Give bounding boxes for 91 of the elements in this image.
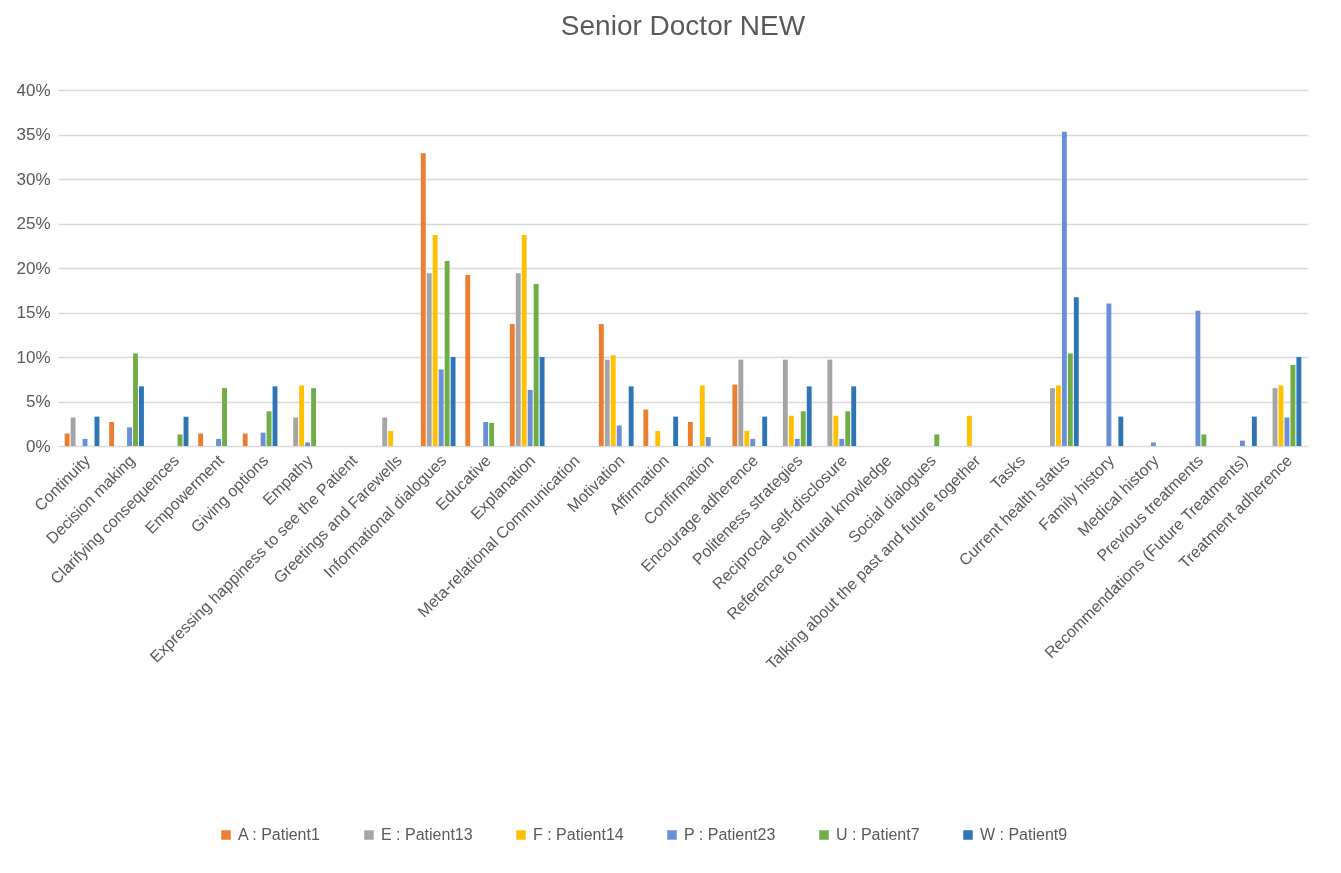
y-tick-label: 0% — [25, 436, 51, 456]
bar — [521, 235, 527, 446]
y-tick-label: 25% — [16, 214, 51, 233]
bar — [1195, 310, 1201, 446]
bar — [687, 421, 693, 446]
bar — [533, 284, 539, 446]
bar — [299, 385, 305, 446]
bar — [527, 389, 533, 446]
bar — [782, 359, 788, 446]
bar — [616, 425, 622, 446]
bar — [539, 357, 545, 446]
legend-label: A : Patient1 — [238, 826, 320, 843]
bar — [800, 411, 806, 446]
y-tick-label: 5% — [25, 392, 51, 411]
bar — [839, 438, 845, 446]
bar — [643, 409, 649, 446]
bar — [934, 434, 940, 446]
bar — [1073, 297, 1079, 446]
bar — [127, 427, 132, 446]
bar — [216, 438, 222, 446]
bar — [70, 417, 76, 446]
bar — [794, 438, 800, 446]
bar — [673, 416, 679, 446]
bar — [305, 442, 311, 446]
y-tick-label: 10% — [16, 347, 51, 367]
bar — [610, 355, 616, 446]
bar — [420, 153, 426, 446]
bar — [382, 417, 388, 446]
bar — [788, 415, 794, 446]
bar — [699, 385, 705, 446]
bar — [1061, 131, 1067, 446]
bar — [966, 415, 972, 446]
bar — [515, 273, 521, 446]
legend-label: E : Patient13 — [381, 826, 473, 843]
bar — [388, 430, 394, 446]
y-tick-label: 15% — [16, 303, 51, 322]
bar — [762, 416, 768, 446]
bar — [1067, 353, 1073, 446]
bar — [705, 437, 711, 446]
bar — [444, 260, 450, 446]
bar — [806, 386, 812, 446]
bar — [109, 421, 115, 446]
bar — [242, 433, 248, 446]
bar — [744, 430, 750, 446]
bar — [426, 273, 432, 446]
legend-label: F : Patient14 — [533, 826, 624, 843]
bar — [483, 421, 489, 446]
bar — [1055, 385, 1061, 446]
bar — [628, 386, 634, 446]
bar — [845, 411, 851, 446]
bar — [1251, 416, 1257, 446]
bar — [732, 384, 738, 446]
bar — [655, 430, 661, 446]
bar — [1150, 442, 1156, 446]
bar — [198, 433, 204, 446]
legend-label: U : Patient7 — [836, 826, 920, 843]
bar — [738, 359, 744, 446]
bar — [1296, 357, 1302, 446]
bar — [509, 324, 515, 446]
bar — [260, 432, 266, 446]
bar — [133, 353, 138, 446]
bar — [827, 359, 833, 446]
bar — [833, 415, 839, 446]
bar — [139, 386, 144, 446]
bar — [1201, 434, 1207, 446]
bar — [1106, 303, 1112, 446]
bar — [438, 369, 444, 446]
bar — [465, 275, 471, 446]
bar — [311, 388, 317, 446]
legend-label: P : Patient23 — [684, 826, 776, 843]
bar — [1049, 388, 1055, 446]
bar — [598, 324, 604, 446]
legend-label: W : Patient9 — [980, 826, 1068, 843]
bar — [222, 388, 227, 446]
y-tick-label: 40% — [16, 80, 51, 100]
chart-title: Senior Doctor NEW — [560, 10, 806, 41]
bar — [450, 357, 456, 446]
y-tick-label: 20% — [16, 258, 51, 278]
bar — [1118, 416, 1124, 446]
bar — [750, 438, 756, 446]
y-tick-label: 30% — [16, 169, 51, 189]
bar — [1239, 440, 1245, 446]
bar — [1290, 365, 1296, 446]
bar — [293, 417, 299, 446]
bar — [1284, 417, 1290, 446]
bar — [489, 422, 495, 446]
bar — [604, 359, 610, 446]
bar — [64, 433, 70, 446]
bar — [851, 386, 857, 446]
y-tick-label: 35% — [16, 125, 51, 144]
bar — [432, 235, 438, 446]
